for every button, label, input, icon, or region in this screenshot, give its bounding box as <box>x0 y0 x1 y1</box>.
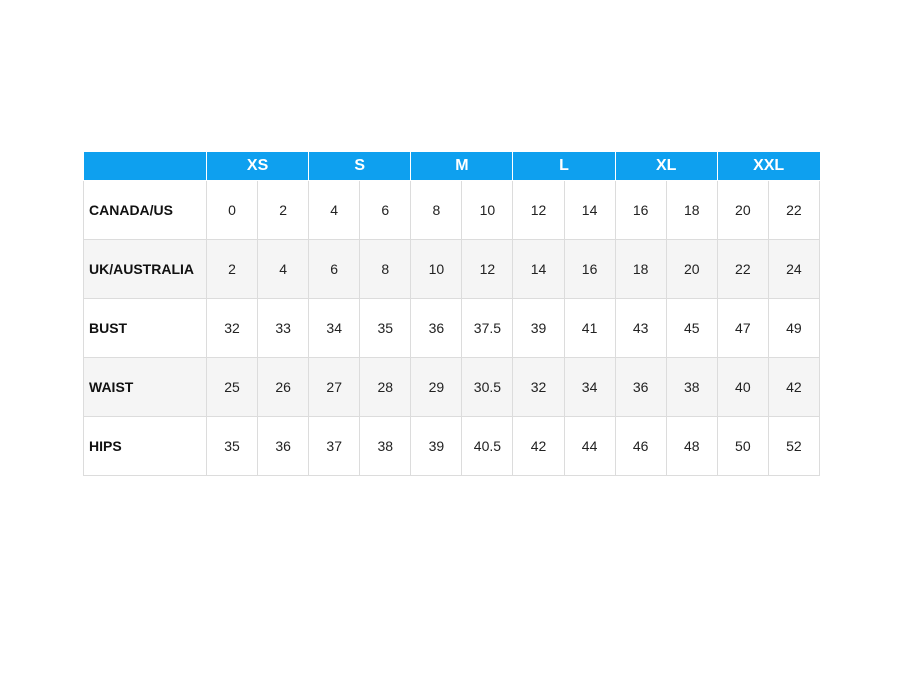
size-value: 24 <box>767 239 821 299</box>
table-body: CANADA/US 0 2 4 6 8 10 12 14 16 18 20 22 UK/AUSTRALIA… <box>83 180 821 476</box>
table-header: XS S M L XL XXL <box>83 152 820 181</box>
size-value: 14 <box>512 239 565 299</box>
size-value: 36 <box>257 416 310 476</box>
size-value: 6 <box>308 239 361 299</box>
size-value: 18 <box>665 180 718 240</box>
size-value: 44 <box>563 416 616 476</box>
size-value: 32 <box>205 298 259 358</box>
row-label: CANADA/US <box>83 180 207 240</box>
size-value: 42 <box>512 416 565 476</box>
size-value: 16 <box>563 239 616 299</box>
size-value: 6 <box>359 180 412 240</box>
table-row: CANADA/US 0 2 4 6 8 10 12 14 16 18 20 22 <box>83 180 821 240</box>
size-value: 40 <box>716 357 769 417</box>
size-value: 49 <box>767 298 821 358</box>
size-value: 42 <box>767 357 821 417</box>
size-value: 2 <box>257 180 310 240</box>
table-row: BUST 32 33 34 35 36 37.5 39 41 43 45 47 49 <box>83 298 821 358</box>
size-value: 27 <box>308 357 361 417</box>
size-value: 46 <box>614 416 667 476</box>
size-value: 37.5 <box>461 298 514 358</box>
size-value: 20 <box>665 239 718 299</box>
size-value: 45 <box>665 298 718 358</box>
size-value: 8 <box>410 180 463 240</box>
size-value: 33 <box>257 298 310 358</box>
size-value: 0 <box>205 180 259 240</box>
size-value: 16 <box>614 180 667 240</box>
size-value: 30.5 <box>461 357 514 417</box>
size-header: XXL <box>716 152 820 181</box>
size-value: 8 <box>359 239 412 299</box>
size-value: 39 <box>410 416 463 476</box>
size-value: 47 <box>716 298 769 358</box>
size-value: 34 <box>563 357 616 417</box>
row-label: HIPS <box>83 416 207 476</box>
size-value: 12 <box>512 180 565 240</box>
size-value: 37 <box>308 416 361 476</box>
size-value: 35 <box>359 298 412 358</box>
size-value: 28 <box>359 357 412 417</box>
size-value: 38 <box>665 357 718 417</box>
size-value: 10 <box>410 239 463 299</box>
size-value: 22 <box>716 239 769 299</box>
size-header: XL <box>614 152 718 181</box>
size-value: 50 <box>716 416 769 476</box>
header-corner <box>83 152 207 181</box>
header-row: XS S M L XL XXL <box>83 152 820 181</box>
size-header: M <box>410 152 514 181</box>
size-value: 20 <box>716 180 769 240</box>
size-value: 36 <box>614 357 667 417</box>
size-value: 36 <box>410 298 463 358</box>
size-value: 38 <box>359 416 412 476</box>
table-row: UK/AUSTRALIA 2 4 6 8 10 12 14 16 18 20 22 24 <box>83 239 821 299</box>
size-value: 4 <box>308 180 361 240</box>
size-value: 41 <box>563 298 616 358</box>
size-value: 34 <box>308 298 361 358</box>
row-label: BUST <box>83 298 207 358</box>
size-value: 4 <box>257 239 310 299</box>
size-value: 48 <box>665 416 718 476</box>
size-header: L <box>512 152 616 181</box>
size-value: 43 <box>614 298 667 358</box>
size-value: 22 <box>767 180 821 240</box>
size-value: 52 <box>767 416 821 476</box>
size-header: XS <box>205 152 310 181</box>
row-label: WAIST <box>83 357 207 417</box>
size-value: 2 <box>205 239 259 299</box>
size-value: 39 <box>512 298 565 358</box>
size-value: 18 <box>614 239 667 299</box>
size-header: S <box>308 152 412 181</box>
row-label: UK/AUSTRALIA <box>83 239 207 299</box>
size-value: 40.5 <box>461 416 514 476</box>
size-value: 26 <box>257 357 310 417</box>
table-row: WAIST 25 26 27 28 29 30.5 32 34 36 38 40 42 <box>83 357 821 417</box>
size-value: 35 <box>205 416 259 476</box>
size-value: 29 <box>410 357 463 417</box>
size-chart: XS S M L XL XXL CANADA/US 0 2 4 6 8 10 12 14 16 18 20 22 U… <box>83 152 821 476</box>
size-value: 14 <box>563 180 616 240</box>
size-value: 32 <box>512 357 565 417</box>
size-value: 12 <box>461 239 514 299</box>
size-value: 10 <box>461 180 514 240</box>
size-value: 25 <box>205 357 259 417</box>
table-row: HIPS 35 36 37 38 39 40.5 42 44 46 48 50 52 <box>83 416 821 476</box>
